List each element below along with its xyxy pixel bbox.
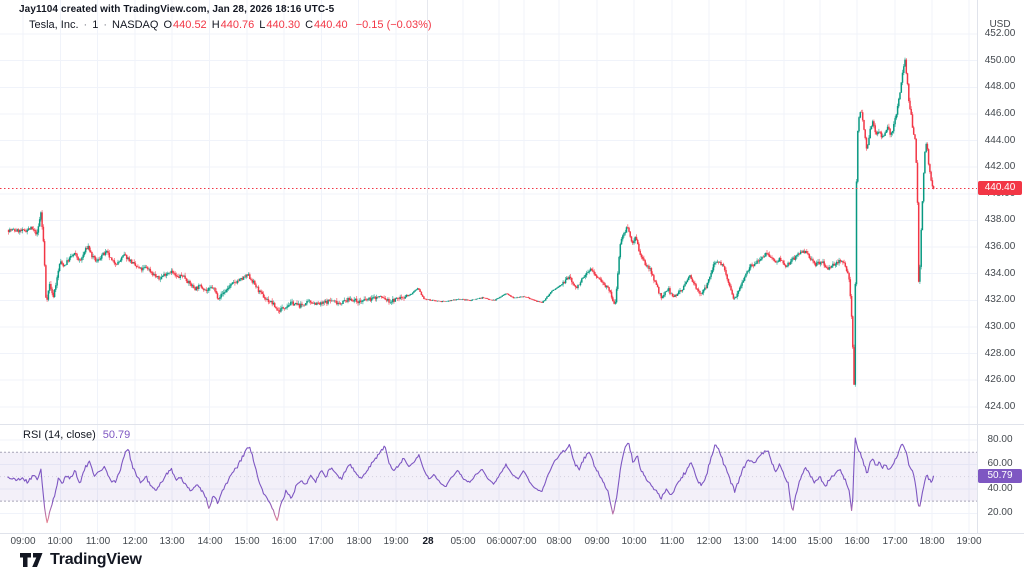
time-tick-label: 10:00 — [47, 536, 73, 547]
time-tick-label: 09:00 — [10, 536, 36, 547]
time-tick-label: 13:00 — [159, 536, 185, 547]
price-tick-label: 428.00 — [984, 348, 1016, 359]
tradingview-logo-text: TradingView — [50, 551, 142, 568]
rsi-legend[interactable]: RSI (14, close) 50.79 — [23, 429, 130, 441]
time-tick-label: 16:00 — [844, 536, 870, 547]
price-tick-label: 430.00 — [984, 321, 1016, 332]
price-tick-label: 448.00 — [984, 81, 1016, 92]
change-value: −0.15 (−0.03%) — [355, 19, 432, 31]
ohlc-open: O 440.52 — [163, 19, 207, 31]
time-tick-label: 13:00 — [733, 536, 759, 547]
tradingview-logo[interactable]: TradingView — [20, 551, 142, 569]
price-tick-label: 432.00 — [984, 294, 1016, 305]
price-tick-label: 450.00 — [984, 55, 1016, 66]
symbol-name[interactable]: Tesla, Inc. — [29, 19, 79, 31]
ohlc-low: L 440.30 — [259, 19, 301, 31]
time-tick-label: 09:00 — [584, 536, 610, 547]
symbol-legend[interactable]: Tesla, Inc. · 1 · NASDAQ O 440.52 H 440.76… — [29, 19, 432, 31]
time-tick-label: 28 — [422, 536, 434, 547]
last-price-badge: 440.40 — [978, 181, 1022, 195]
time-tick-label: 06:00 — [486, 536, 512, 547]
tradingview-logo-icon — [20, 553, 43, 567]
price-tick-label: 436.00 — [984, 241, 1016, 252]
price-tick-label: 424.00 — [984, 401, 1016, 412]
legend-separator: · — [103, 19, 107, 31]
time-tick-label: 14:00 — [197, 536, 223, 547]
price-tick-label: 446.00 — [984, 108, 1016, 119]
time-tick-label: 10:00 — [621, 536, 647, 547]
legend-separator: · — [83, 19, 88, 31]
time-tick-label: 05:00 — [450, 536, 476, 547]
price-tick-label: 444.00 — [984, 135, 1016, 146]
time-tick-label: 07:00 — [511, 536, 537, 547]
currency-label: USD — [989, 19, 1011, 30]
rsi-tick-label: 20.00 — [987, 507, 1013, 518]
symbol-exchange[interactable]: NASDAQ — [112, 19, 159, 31]
time-tick-label: 11:00 — [85, 536, 111, 547]
rsi-tick-label: 80.00 — [987, 434, 1013, 445]
time-tick-label: 16:00 — [271, 536, 297, 547]
rsi-label[interactable]: RSI (14, close) — [23, 429, 96, 441]
time-tick-label: 15:00 — [807, 536, 833, 547]
time-tick-label: 08:00 — [546, 536, 572, 547]
attribution-text: Jay1104 created with TradingView.com, Ja… — [19, 4, 335, 15]
rsi-tick-label: 40.00 — [987, 483, 1013, 494]
rsi-tick-label: 60.00 — [987, 458, 1013, 469]
time-tick-label: 18:00 — [346, 536, 372, 547]
time-tick-label: 17:00 — [308, 536, 334, 547]
price-tick-label: 426.00 — [984, 374, 1016, 385]
rsi-value-badge: 50.79 — [978, 469, 1022, 483]
time-tick-label: 15:00 — [234, 536, 260, 547]
symbol-interval[interactable]: 1 — [92, 19, 99, 31]
ohlc-close: C 440.40 — [305, 19, 348, 31]
time-tick-label: 12:00 — [696, 536, 722, 547]
time-tick-label: 18:00 — [919, 536, 945, 547]
time-tick-label: 14:00 — [771, 536, 797, 547]
price-tick-label: 434.00 — [984, 268, 1016, 279]
price-tick-label: 442.00 — [984, 161, 1016, 172]
ohlc-high: H 440.76 — [211, 19, 255, 31]
price-tick-label: 438.00 — [984, 214, 1016, 225]
time-tick-label: 12:00 — [122, 536, 148, 547]
rsi-value: 50.79 — [102, 429, 131, 441]
time-tick-label: 17:00 — [882, 536, 908, 547]
time-tick-label: 11:00 — [659, 536, 685, 547]
price-tick-label: 452.00 — [984, 28, 1016, 39]
time-tick-label: 19:00 — [956, 536, 982, 547]
time-tick-label: 19:00 — [383, 536, 409, 547]
